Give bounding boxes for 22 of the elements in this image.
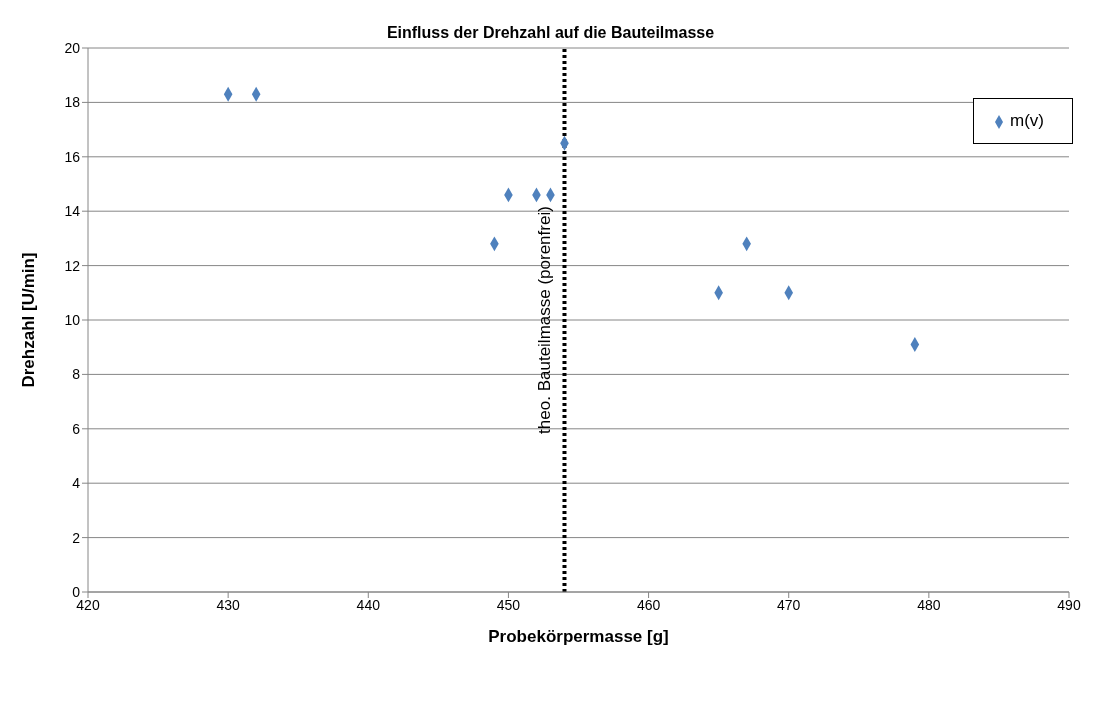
x-tick-label: 450 bbox=[496, 596, 521, 613]
legend-label: m(v) bbox=[1010, 111, 1044, 130]
y-axis-title: Drehzahl [U/min] bbox=[19, 252, 39, 388]
x-tick-label: 460 bbox=[636, 596, 661, 613]
x-tick-label: 440 bbox=[356, 596, 381, 613]
ref-line-label: theo. Bauteilmasse (porenfrei) bbox=[535, 206, 555, 434]
y-tick-label: 10 bbox=[64, 311, 81, 328]
x-tick-label: 470 bbox=[777, 596, 801, 613]
y-tick-label: 4 bbox=[72, 475, 81, 492]
x-tick-label: 490 bbox=[1057, 596, 1081, 613]
y-tick-label: 2 bbox=[72, 529, 81, 546]
y-tick-label: 16 bbox=[64, 148, 81, 165]
y-tick-label: 14 bbox=[64, 203, 81, 220]
y-tick-label: 18 bbox=[64, 94, 81, 111]
y-tick-label: 20 bbox=[64, 39, 81, 56]
x-tick-label: 430 bbox=[216, 596, 241, 613]
y-tick-label: 6 bbox=[72, 420, 81, 437]
chart-title: Einfluss der Drehzahl auf die Bauteilmasse bbox=[386, 24, 715, 41]
x-tick-label: 480 bbox=[917, 596, 941, 613]
y-tick-label: 12 bbox=[64, 257, 81, 274]
x-axis-title: Probekörpermasse [g] bbox=[488, 627, 669, 646]
y-tick-label: 8 bbox=[72, 366, 81, 383]
